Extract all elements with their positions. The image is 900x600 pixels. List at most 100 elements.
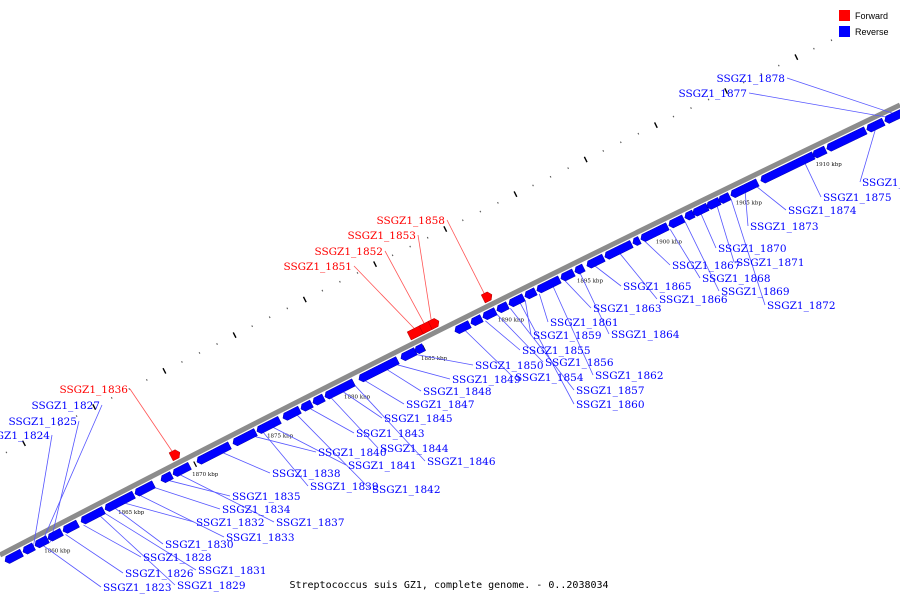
reverse-gene-block[interactable] bbox=[866, 117, 886, 133]
gene-label-ssgz1_1843[interactable]: SSGZ1_1843 bbox=[356, 428, 425, 440]
reverse-gene-block[interactable] bbox=[414, 343, 426, 355]
reverse-gene-block[interactable] bbox=[632, 236, 642, 246]
gene-label-ssgz1_1828[interactable]: SSGZ1_1828 bbox=[143, 552, 212, 564]
gene-label-ssgz1_1868[interactable]: SSGZ1_1868 bbox=[702, 273, 771, 285]
reverse-gene-block[interactable] bbox=[482, 307, 498, 321]
reverse-gene-block[interactable] bbox=[454, 320, 472, 335]
gene-label-ssgz1_1860[interactable]: SSGZ1_1860 bbox=[576, 399, 645, 411]
gene-label-ssgz1_1877[interactable]: SSGZ1_1877 bbox=[678, 88, 747, 100]
reverse-gene-block[interactable] bbox=[508, 293, 526, 308]
gene-label-ssgz1_1836[interactable]: SSGZ1_1836 bbox=[59, 384, 128, 396]
gene-label-ssgz1_1855[interactable]: SSGZ1_1855 bbox=[522, 345, 591, 357]
outer-scale-tick bbox=[513, 191, 518, 198]
gene-label-ssgz1_1826[interactable]: SSGZ1_1826 bbox=[125, 568, 194, 580]
gene-label-ssgz1_1835[interactable]: SSGZ1_1835 bbox=[232, 491, 301, 503]
reverse-gene-block[interactable] bbox=[496, 301, 510, 314]
reverse-gene-block[interactable] bbox=[256, 415, 282, 434]
leader-line bbox=[645, 241, 671, 266]
reverse-gene-block[interactable] bbox=[560, 268, 576, 282]
reverse-gene-block[interactable] bbox=[524, 287, 538, 300]
gene-label-ssgz1_1875[interactable]: SSGZ1_1875 bbox=[823, 192, 892, 204]
reverse-gene-block[interactable] bbox=[172, 461, 192, 477]
gene-label-ssgz1_1830[interactable]: SSGZ1_1830 bbox=[165, 539, 234, 551]
gene-label-ssgz1_1837[interactable]: SSGZ1_1837 bbox=[276, 517, 345, 529]
gene-label-ssgz1_1845[interactable]: SSGZ1_1845 bbox=[384, 413, 453, 425]
gene-label-ssgz1_1840[interactable]: SSGZ1_1840 bbox=[318, 447, 387, 459]
gene-label-ssgz1_1848[interactable]: SSGZ1_1848 bbox=[423, 386, 492, 398]
reverse-gene-block[interactable] bbox=[160, 471, 174, 484]
reverse-gene-block[interactable] bbox=[134, 480, 156, 497]
gene-label-ssgz1_1869[interactable]: SSGZ1_1869 bbox=[721, 286, 790, 298]
gene-label-ssgz1_1823[interactable]: SSGZ1_1823 bbox=[103, 582, 172, 594]
gene-label-ssgz1_1831[interactable]: SSGZ1_1831 bbox=[198, 565, 267, 577]
gene-label-ssgz1_1833[interactable]: SSGZ1_1833 bbox=[226, 532, 295, 544]
gene-label-ssgz1_1870[interactable]: SSGZ1_1870 bbox=[718, 243, 787, 255]
gene-label-ssgz1_1851[interactable]: SSGZ1_1851 bbox=[283, 261, 352, 273]
gene-label-ssgz1_1824[interactable]: SSGZ1_1824 bbox=[0, 430, 50, 442]
gene-label-ssgz1_1834[interactable]: SSGZ1_1834 bbox=[222, 504, 291, 516]
gene-label-ssgz1_1858[interactable]: SSGZ1_1858 bbox=[376, 215, 445, 227]
reverse-gene-block[interactable] bbox=[640, 222, 670, 242]
gene-label-ssgz1_1865[interactable]: SSGZ1_1865 bbox=[623, 281, 692, 293]
reverse-gene-block[interactable] bbox=[300, 399, 314, 412]
gene-label-ssgz1_1861[interactable]: SSGZ1_1861 bbox=[550, 317, 619, 329]
gene-label-ssgz1_1878[interactable]: SSGZ1_1878 bbox=[716, 73, 785, 85]
reverse-gene-block[interactable] bbox=[4, 548, 24, 564]
reverse-gene-block[interactable] bbox=[324, 378, 356, 400]
reverse-gene-block[interactable] bbox=[718, 192, 732, 204]
gene-label-ssgz1_1876[interactable]: SSGZ1_1876 bbox=[862, 177, 900, 189]
gene-label-ssgz1_1850[interactable]: SSGZ1_1850 bbox=[475, 360, 544, 372]
gene-label-ssgz1_1866[interactable]: SSGZ1_1866 bbox=[659, 294, 728, 306]
reverse-gene-block[interactable] bbox=[812, 145, 828, 159]
gene-label-ssgz1_1863[interactable]: SSGZ1_1863 bbox=[593, 303, 662, 315]
reverse-gene-block[interactable] bbox=[282, 405, 302, 421]
gene-label-ssgz1_1838[interactable]: SSGZ1_1838 bbox=[272, 468, 341, 480]
gene-label-ssgz1_1846[interactable]: SSGZ1_1846 bbox=[427, 456, 496, 468]
reverse-gene-block[interactable] bbox=[232, 428, 258, 447]
gene-label-ssgz1_1847[interactable]: SSGZ1_1847 bbox=[406, 399, 475, 411]
forward-gene-ssgz1_1836[interactable] bbox=[168, 449, 181, 462]
reverse-gene-block[interactable] bbox=[47, 528, 64, 542]
reverse-gene-block[interactable] bbox=[34, 535, 50, 549]
gene-label-ssgz1_1859[interactable]: SSGZ1_1859 bbox=[533, 330, 602, 342]
reverse-gene-block[interactable] bbox=[80, 506, 106, 525]
gene-label-ssgz1_1853[interactable]: SSGZ1_1853 bbox=[347, 230, 416, 242]
reverse-gene-block[interactable] bbox=[884, 109, 900, 124]
gene-label-ssgz1_1849[interactable]: SSGZ1_1849 bbox=[452, 374, 521, 386]
reverse-gene-block[interactable] bbox=[470, 314, 484, 327]
gene-label-ssgz1_1844[interactable]: SSGZ1_1844 bbox=[380, 443, 449, 455]
gene-label-ssgz1_1841[interactable]: SSGZ1_1841 bbox=[348, 460, 417, 472]
gene-label-ssgz1_1827[interactable]: SSGZ1_1827 bbox=[31, 400, 100, 412]
reverse-gene-block[interactable] bbox=[358, 356, 400, 383]
reverse-gene-block[interactable] bbox=[730, 178, 760, 199]
forward-gene-ssgz1_1853[interactable] bbox=[427, 318, 440, 330]
gene-label-ssgz1_1852[interactable]: SSGZ1_1852 bbox=[314, 246, 383, 258]
gene-label-ssgz1_1856[interactable]: SSGZ1_1856 bbox=[545, 357, 614, 369]
reverse-gene-block[interactable] bbox=[312, 393, 326, 406]
gene-label-ssgz1_1864[interactable]: SSGZ1_1864 bbox=[611, 329, 680, 341]
reverse-gene-block[interactable] bbox=[574, 263, 586, 275]
reverse-gene-block[interactable] bbox=[586, 253, 606, 269]
gene-label-ssgz1_1871[interactable]: SSGZ1_1871 bbox=[736, 257, 805, 269]
gene-label-ssgz1_1872[interactable]: SSGZ1_1872 bbox=[767, 300, 836, 312]
gene-label-ssgz1_1829[interactable]: SSGZ1_1829 bbox=[177, 580, 246, 592]
reverse-gene-block[interactable] bbox=[62, 519, 80, 534]
gene-label-ssgz1_1874[interactable]: SSGZ1_1874 bbox=[788, 205, 857, 217]
gene-label-ssgz1_1825[interactable]: SSGZ1_1825 bbox=[8, 416, 77, 428]
reverse-gene-block[interactable] bbox=[604, 240, 634, 260]
reverse-gene-block[interactable] bbox=[826, 126, 868, 152]
gene-label-ssgz1_1854[interactable]: SSGZ1_1854 bbox=[515, 372, 584, 384]
gene-label-ssgz1_1873[interactable]: SSGZ1_1873 bbox=[750, 221, 819, 233]
gene-label-ssgz1_1839[interactable]: SSGZ1_1839 bbox=[310, 481, 379, 493]
gene-label-ssgz1_1857[interactable]: SSGZ1_1857 bbox=[576, 385, 645, 397]
gene-label-ssgz1_1832[interactable]: SSGZ1_1832 bbox=[196, 517, 265, 529]
reverse-gene-block[interactable] bbox=[22, 542, 36, 555]
reverse-gene-block[interactable] bbox=[536, 275, 562, 294]
forward-gene-ssgz1_1858[interactable] bbox=[480, 291, 493, 304]
reverse-gene-block[interactable] bbox=[196, 441, 232, 465]
reverse-gene-block[interactable] bbox=[668, 214, 686, 229]
gene-label-ssgz1_1867[interactable]: SSGZ1_1867 bbox=[672, 260, 741, 272]
reverse-gene-block[interactable] bbox=[104, 490, 136, 512]
gene-label-ssgz1_1862[interactable]: SSGZ1_1862 bbox=[595, 370, 664, 382]
gene-label-ssgz1_1842[interactable]: SSGZ1_1842 bbox=[372, 484, 441, 496]
